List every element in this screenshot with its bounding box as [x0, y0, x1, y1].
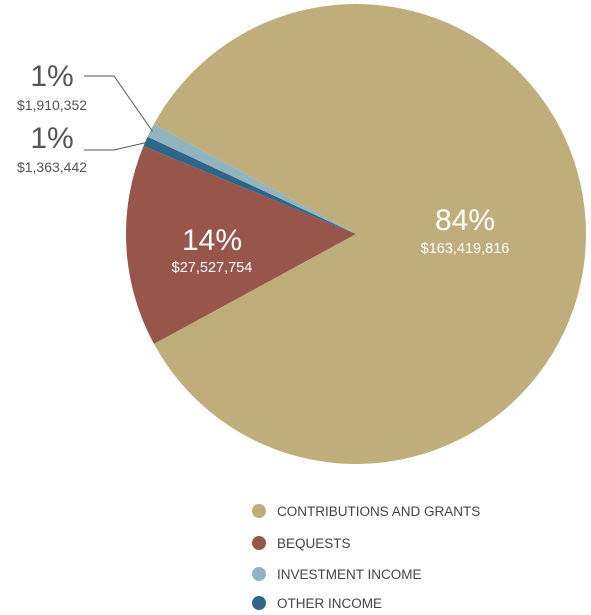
legend-swatch-contributions — [252, 504, 266, 518]
legend-label-contributions: CONTRIBUTIONS AND GRANTS — [277, 504, 480, 519]
slice-label-contributions-amount: $163,419,816 — [421, 241, 510, 257]
pie-slice-other-income — [143, 136, 356, 234]
pie-slices — [125, 3, 587, 464]
legend: CONTRIBUTIONS AND GRANTS BEQUESTS INVEST… — [252, 504, 480, 611]
slice-label-other-percent: 1% — [30, 122, 73, 155]
legend-label-other: OTHER INCOME — [277, 596, 382, 611]
leader-line-other — [84, 141, 148, 151]
leader-lines — [84, 75, 153, 151]
slice-label-investment-percent: 1% — [30, 60, 73, 93]
legend-swatch-investment — [252, 567, 266, 581]
legend-label-investment: INVESTMENT INCOME — [277, 567, 422, 582]
pie-slice-contributions — [153, 3, 587, 464]
pie-slice-bequests — [125, 146, 356, 344]
leader-line-investment — [84, 75, 153, 132]
slice-label-bequests-amount: $27,527,754 — [172, 260, 253, 276]
pie-slice-investment-income — [147, 124, 356, 234]
legend-swatch-other — [252, 596, 266, 610]
slice-label-investment-amount: $1,910,352 — [17, 97, 87, 113]
legend-label-bequests: BEQUESTS — [277, 536, 351, 551]
slice-label-bequests-percent: 14% — [182, 224, 242, 257]
slice-label-other-amount: $1,363,442 — [17, 159, 87, 175]
slice-label-contributions-percent: 84% — [435, 204, 495, 237]
legend-swatch-bequests — [252, 536, 266, 550]
